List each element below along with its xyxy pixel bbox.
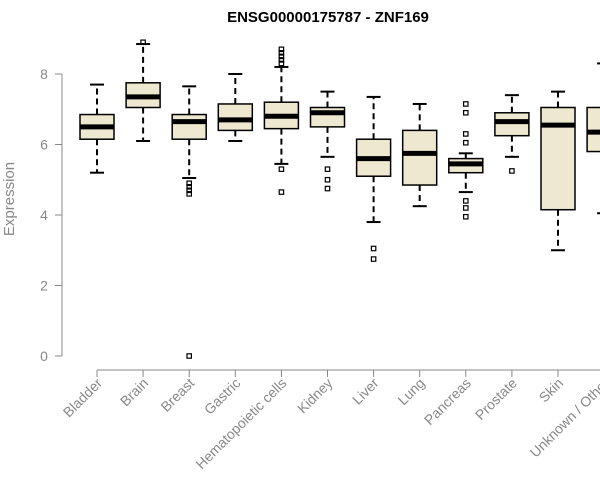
outlier-point: [324, 185, 331, 192]
outlier-point: [463, 139, 469, 146]
box-lung: [401, 102, 438, 208]
y-tick-label: 0: [40, 348, 48, 364]
box-series: [79, 39, 600, 359]
outlier-point: [463, 198, 469, 204]
box-unknown-other: [586, 62, 600, 215]
chart-title: ENSG00000175787 - ZNF169: [227, 9, 429, 26]
y-axis: 0 2 4 6 8: [40, 66, 63, 364]
iqr-box: [494, 112, 530, 137]
y-tick-label: 8: [40, 66, 48, 82]
y-tick-label: 2: [40, 278, 48, 294]
outlier-point: [278, 57, 285, 63]
x-tick-label: Bladder: [60, 375, 106, 421]
iqr-box: [586, 106, 600, 153]
box-pancreas: [448, 101, 484, 220]
box-bladder: [79, 83, 115, 174]
box-kidney: [309, 90, 346, 192]
outlier-point: [463, 101, 469, 107]
box-breast: [171, 85, 207, 359]
box-skin: [540, 90, 576, 252]
x-tick-label: Liver: [349, 375, 382, 408]
iqr-box: [171, 113, 207, 140]
outlier-point: [463, 109, 469, 116]
box-hematopoietic-cells: [263, 46, 300, 195]
outlier-point: [278, 60, 285, 67]
outlier-point: [186, 353, 193, 359]
x-tick-label: Lung: [394, 375, 427, 408]
x-tick-label: Gastric: [201, 375, 244, 418]
iqr-box: [401, 129, 438, 186]
box-gastric: [217, 73, 254, 142]
outlier-point: [370, 245, 377, 252]
outlier-point: [370, 256, 377, 262]
outlier-point: [140, 39, 146, 46]
outlier-point: [324, 176, 331, 183]
outlier-point: [463, 213, 469, 220]
x-tick-label: Hematopoietic cells: [192, 375, 289, 472]
outlier-point: [186, 180, 193, 187]
outlier-point: [463, 205, 469, 211]
outlier-point: [463, 131, 469, 137]
box-liver: [355, 95, 392, 262]
outlier-point: [278, 50, 285, 56]
box-prostate: [494, 94, 530, 174]
x-tick-label: Prostate: [472, 375, 520, 423]
outlier-point: [278, 53, 285, 60]
outlier-point: [509, 168, 515, 174]
y-axis-label: Expression: [1, 162, 18, 236]
outlier-point: [186, 184, 193, 190]
outlier-point: [278, 166, 285, 172]
x-tick-label: Skin: [536, 375, 567, 406]
outlier-point: [186, 187, 193, 194]
outlier-point: [278, 46, 285, 53]
x-tick-label: Brain: [117, 375, 151, 409]
outlier-point: [324, 166, 331, 172]
y-tick-label: 6: [40, 137, 48, 153]
box-brain: [125, 39, 161, 142]
iqr-box: [217, 103, 254, 132]
y-tick-label: 4: [40, 207, 48, 223]
x-tick-label: Breast: [157, 375, 197, 415]
x-tick-label: Pancreas: [421, 375, 474, 428]
outlier-point: [278, 189, 285, 195]
outlier-point: [186, 191, 193, 197]
x-tick-label: Kidney: [294, 375, 336, 417]
